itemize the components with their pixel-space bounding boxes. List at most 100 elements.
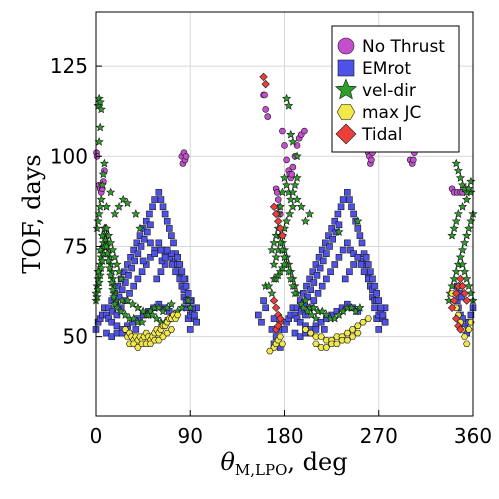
data-point [116, 274, 126, 283]
data-point [452, 314, 461, 323]
data-point [147, 253, 154, 261]
data-point [314, 290, 322, 297]
data-point [310, 279, 318, 286]
data-point [106, 270, 116, 280]
data-point [367, 268, 374, 276]
data-point [328, 225, 335, 232]
data-point [182, 282, 190, 290]
data-point [338, 337, 346, 344]
data-point [292, 173, 302, 182]
data-point [357, 261, 365, 268]
data-point [279, 259, 290, 269]
data-point [364, 261, 372, 268]
data-point [180, 275, 188, 283]
data-point [274, 217, 283, 226]
data-point [377, 304, 385, 312]
data-point [93, 216, 103, 226]
data-point [333, 340, 341, 348]
data-point [108, 333, 116, 340]
data-point [269, 259, 279, 269]
data-point [96, 104, 106, 114]
data-point [354, 329, 362, 337]
data-point [348, 326, 357, 333]
data-point [261, 91, 268, 99]
data-point [133, 239, 141, 247]
data-point [462, 194, 472, 204]
data-point [174, 311, 182, 319]
data-point [323, 275, 330, 283]
data-point [147, 221, 154, 229]
data-point [172, 268, 179, 276]
legend-label: max JC [362, 103, 421, 123]
data-point [341, 275, 349, 283]
data-point [138, 306, 148, 316]
data-point [116, 306, 126, 316]
data-point [375, 326, 383, 333]
data-point [296, 318, 304, 326]
data-point [255, 311, 262, 319]
data-point [108, 245, 118, 254]
data-point [466, 216, 476, 226]
data-point [356, 232, 364, 239]
data-point [92, 223, 102, 233]
data-point [147, 239, 154, 247]
data-point [130, 282, 137, 290]
data-point [260, 297, 267, 304]
data-point [134, 250, 142, 257]
data-point [159, 203, 167, 211]
data-point [259, 72, 268, 82]
x-tick-label: 0 [90, 424, 103, 448]
data-point [321, 310, 331, 319]
data-point [462, 230, 472, 240]
data-point [261, 79, 270, 89]
data-point [344, 189, 351, 196]
data-point [451, 158, 461, 168]
data-point [335, 253, 343, 261]
data-point [138, 268, 146, 276]
data-point [185, 302, 195, 312]
data-point [312, 261, 320, 268]
data-point [464, 223, 474, 233]
data-point [325, 232, 332, 239]
data-point [312, 326, 320, 333]
data-point [291, 329, 299, 337]
data-point [317, 318, 325, 326]
data-point [331, 261, 339, 268]
data-point [262, 106, 269, 113]
data-point [269, 296, 279, 305]
data-point [455, 173, 466, 182]
data-point [122, 279, 129, 286]
data-point [288, 201, 298, 211]
data-point [350, 210, 357, 218]
data-point [350, 250, 357, 257]
data-point [339, 196, 347, 203]
data-point [166, 299, 176, 309]
data-point [97, 180, 107, 190]
data-point [322, 337, 331, 344]
legend-marker [336, 104, 356, 120]
data-point [455, 252, 466, 262]
data-point [103, 256, 114, 265]
data-point [371, 304, 378, 312]
data-point [317, 333, 325, 340]
data-point [155, 239, 163, 247]
data-point [466, 176, 476, 186]
data-point [318, 246, 326, 254]
data-point [112, 259, 122, 269]
data-point [96, 194, 106, 204]
x-tick-label: 90 [178, 424, 203, 448]
data-point [447, 281, 457, 291]
data-point [99, 158, 109, 168]
data-point [139, 257, 147, 265]
x-tick-label: 270 [360, 424, 398, 448]
data-point [281, 93, 292, 103]
data-point [344, 239, 351, 247]
data-point [109, 292, 119, 301]
data-point [279, 173, 290, 182]
data-point [125, 272, 132, 279]
data-point [362, 253, 370, 261]
data-point [151, 196, 158, 203]
data-point [274, 321, 283, 330]
